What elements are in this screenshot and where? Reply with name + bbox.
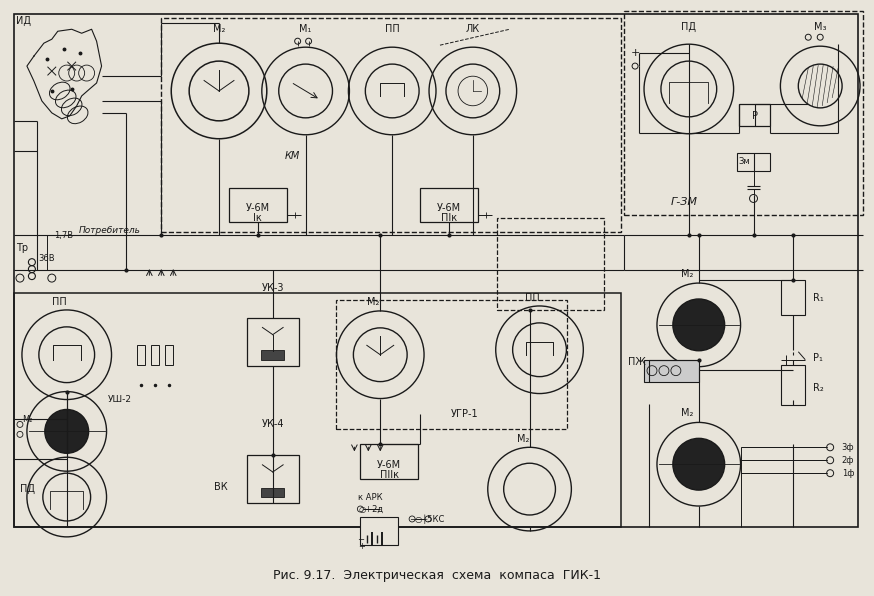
- Circle shape: [673, 438, 725, 490]
- Bar: [246, 318, 299, 366]
- Text: 1,7В: 1,7В: [54, 231, 73, 240]
- Text: УК-3: УК-3: [261, 283, 284, 293]
- Text: ПП: ПП: [524, 293, 539, 303]
- Text: Рис. 9.17.  Электрическая  схема  компаса  ГИК-1: Рис. 9.17. Электрическая схема компаса Г…: [273, 569, 601, 582]
- Bar: [14, 14, 858, 527]
- Bar: [14, 293, 621, 527]
- Bar: [162, 18, 621, 232]
- Text: ПIIк: ПIIк: [379, 470, 399, 480]
- Bar: [644, 360, 699, 381]
- Text: Г-ЗМ: Г-ЗМ: [670, 197, 697, 207]
- Text: ВК: ВК: [214, 482, 228, 492]
- Bar: [496, 218, 604, 310]
- Text: УШ-2: УШ-2: [108, 395, 131, 404]
- Bar: [360, 444, 418, 479]
- Bar: [781, 365, 805, 405]
- Text: 2ф: 2ф: [842, 456, 854, 465]
- Text: У-6М: У-6М: [246, 203, 270, 213]
- Circle shape: [673, 299, 725, 351]
- Text: ИД: ИД: [16, 16, 31, 26]
- Text: М₁: М₁: [300, 24, 312, 34]
- Text: ПД: ПД: [20, 484, 35, 494]
- Text: +: +: [358, 542, 365, 551]
- Bar: [420, 188, 478, 222]
- Bar: [781, 280, 805, 315]
- Text: +: +: [630, 48, 640, 58]
- Text: ПIк: ПIк: [440, 213, 457, 224]
- Text: Зм: Зм: [739, 157, 750, 166]
- Text: Р: Р: [752, 111, 758, 121]
- Text: У-6М: У-6М: [437, 203, 461, 213]
- Text: Потребитель: Потребитель: [79, 226, 141, 235]
- Text: У-6М: У-6М: [378, 460, 401, 470]
- Text: P₁: P₁: [814, 353, 823, 363]
- Circle shape: [45, 409, 88, 454]
- Bar: [229, 188, 287, 222]
- Bar: [336, 300, 567, 429]
- Bar: [737, 153, 771, 170]
- Text: ─○├5КС: ─○├5КС: [410, 514, 445, 524]
- Text: М₂: М₂: [213, 24, 225, 34]
- Text: КМ: КМ: [285, 151, 301, 161]
- Text: 1ф: 1ф: [842, 468, 854, 477]
- Text: М₂: М₂: [22, 415, 32, 424]
- Text: УГР-1: УГР-1: [451, 409, 479, 420]
- Bar: [137, 344, 145, 365]
- Bar: [360, 517, 399, 545]
- Text: М₂: М₂: [517, 434, 529, 445]
- Text: Тр: Тр: [16, 243, 28, 253]
- Text: М₂: М₂: [367, 297, 379, 307]
- Text: ПП: ПП: [52, 297, 66, 307]
- Text: ─: ─: [358, 535, 364, 544]
- Text: ЛК: ЛК: [466, 24, 480, 34]
- Text: М₂: М₂: [681, 408, 693, 418]
- Bar: [624, 11, 863, 215]
- Bar: [246, 455, 299, 503]
- Text: ПЖ: ПЖ: [628, 356, 646, 367]
- Bar: [261, 488, 284, 497]
- Text: R₂: R₂: [813, 383, 823, 393]
- Bar: [739, 104, 771, 126]
- Bar: [151, 344, 159, 365]
- Bar: [261, 350, 284, 360]
- Text: ПД: ПД: [682, 22, 697, 32]
- Text: М₂: М₂: [681, 269, 693, 279]
- Text: к АРК: к АРК: [358, 492, 383, 502]
- Text: 36В: 36В: [38, 254, 55, 263]
- Text: Iк: Iк: [253, 213, 262, 224]
- Bar: [165, 344, 173, 365]
- Text: ПП: ПП: [385, 24, 399, 34]
- Text: 3ф: 3ф: [842, 443, 855, 452]
- Text: УК-4: УК-4: [261, 420, 284, 429]
- Text: ○+2д: ○+2д: [358, 504, 384, 514]
- Text: R₁: R₁: [813, 293, 823, 303]
- Text: М₃: М₃: [814, 22, 827, 32]
